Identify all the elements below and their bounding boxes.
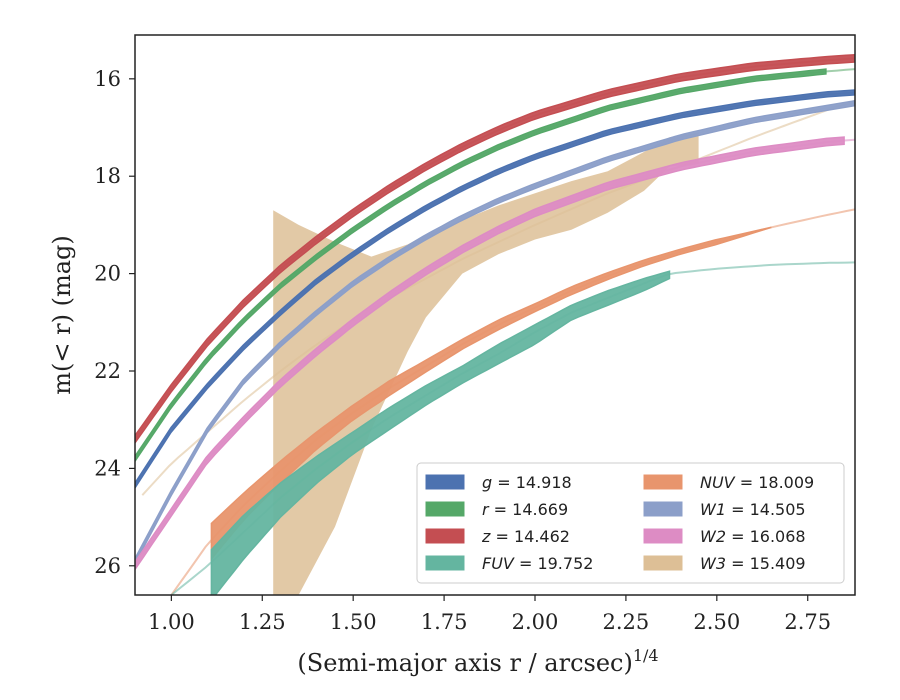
y-tick-label: 22 [94,359,121,383]
series-w2-band [135,136,845,571]
legend-label-nuv: NUV = 18.009 [700,473,814,492]
legend-swatch-nuv [643,474,683,490]
legend-swatch-g [425,474,465,490]
series-nuv-band [210,226,772,562]
x-tick-label: 2.75 [784,610,831,634]
legend-label-w1: W1 = 14.505 [700,500,806,519]
legend-swatch-z [425,528,465,544]
legend-swatch-w3 [643,555,683,571]
series-g-band [135,89,855,490]
legend-label-z: z = 14.462 [481,527,570,546]
x-tick-label: 1.50 [330,610,377,634]
x-tick-label: 1.75 [421,610,468,634]
plot-frame [134,34,856,596]
legend-frame [416,462,845,584]
axis-ticks: 1.00 1.25 1.50 1.75 2.00 2.25 2.50 2.75 16 18 20 22… [94,67,831,634]
series-w1-band [135,99,855,564]
legend-label-fuv: FUV = 19.752 [482,554,593,573]
y-tick-label: 24 [94,456,121,480]
x-axis-title-exponent: 1/4 [633,646,659,665]
legend-swatch-r [425,501,465,517]
series-r-band [135,68,827,463]
y-tick-label: 18 [94,164,121,188]
legend-label-w3: W3 = 15.409 [700,554,806,573]
series-fuv-band [210,270,671,595]
legend-label-g: g = 14.918 [482,473,572,492]
series-z-band [135,53,855,445]
legend-swatch-w2 [643,528,683,544]
x-tick-label: 1.25 [239,610,286,634]
legend-label-w2: W2 = 16.068 [700,527,806,546]
x-axis-title: (Semi-major axis r / arcsec)1/4 [297,646,658,677]
x-axis-title-text: (Semi-major axis r / arcsec) [297,649,632,677]
x-tick-label: 1.00 [148,610,195,634]
y-tick-label: 20 [94,262,121,286]
legend-swatch-fuv [425,555,465,571]
y-tick-label: 16 [94,67,121,91]
x-tick-label: 2.00 [512,610,559,634]
y-axis-title: m(< r) (mag) [48,235,76,394]
x-tick-label: 2.50 [693,610,740,634]
legend-swatch-w1 [643,501,683,517]
x-tick-label: 2.25 [603,610,650,634]
series-w3-band [273,132,699,595]
legend: g = 14.918 r = 14.669 z = 14.462 FUV = 19.7… [416,462,845,584]
y-tick-label: 26 [94,554,121,578]
legend-label-r: r = 14.669 [482,500,568,519]
plot-area [135,53,855,595]
